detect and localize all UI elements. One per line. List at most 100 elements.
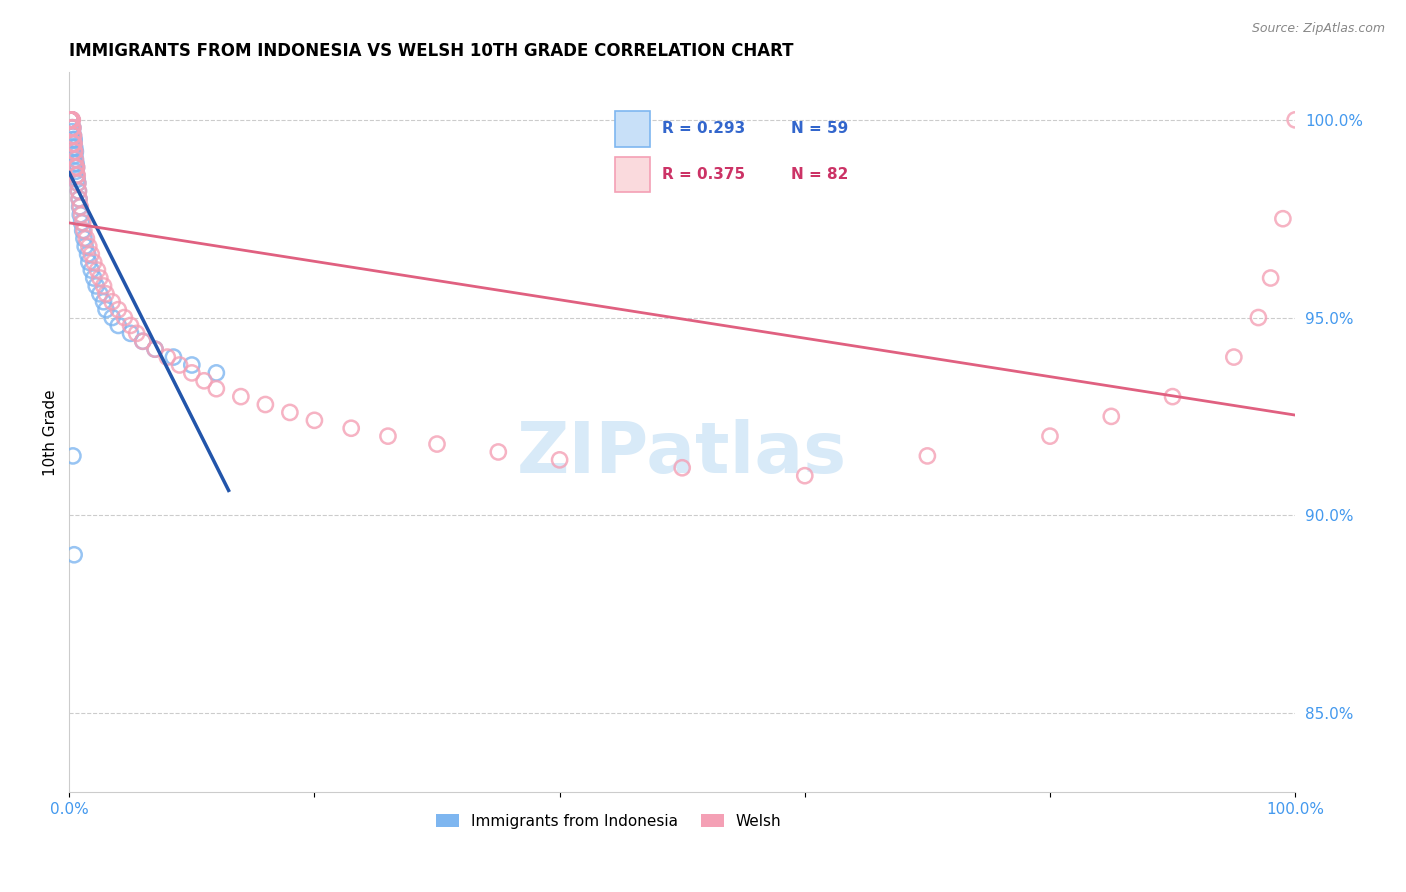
Point — [65, 156, 87, 170]
Point — [66, 168, 89, 182]
Point — [62, 449, 84, 463]
Point — [60, 112, 83, 127]
Point — [80, 263, 103, 277]
Point — [62, 136, 84, 151]
Point — [1260, 271, 1282, 285]
Point — [112, 310, 135, 325]
Point — [76, 247, 98, 261]
Point — [65, 168, 87, 182]
Point — [1161, 390, 1184, 404]
Point — [132, 334, 155, 349]
Point — [65, 161, 87, 175]
Point — [65, 153, 87, 167]
Point — [125, 326, 148, 341]
Point — [65, 161, 87, 175]
Point — [69, 200, 91, 214]
Point — [86, 263, 108, 277]
Point — [77, 239, 100, 253]
Point — [1247, 310, 1270, 325]
Point — [89, 286, 111, 301]
Point — [107, 318, 129, 333]
Point — [63, 140, 86, 154]
Point — [75, 239, 97, 253]
Point — [60, 112, 83, 127]
Point — [486, 445, 509, 459]
Point — [62, 133, 84, 147]
Point — [63, 145, 86, 159]
Point — [120, 326, 142, 341]
Point — [62, 140, 84, 154]
Point — [62, 133, 84, 147]
Point — [143, 342, 166, 356]
Point — [60, 112, 83, 127]
Point — [254, 397, 277, 411]
Point — [73, 223, 96, 237]
Point — [60, 112, 83, 127]
Point — [59, 112, 82, 127]
Point — [229, 390, 252, 404]
Point — [63, 133, 86, 147]
Point — [60, 120, 83, 135]
Point — [180, 366, 202, 380]
Point — [93, 279, 115, 293]
Point — [59, 112, 82, 127]
Point — [193, 374, 215, 388]
Point — [62, 136, 84, 151]
Point — [66, 176, 89, 190]
Point — [63, 145, 86, 159]
Point — [65, 161, 87, 175]
Point — [548, 453, 571, 467]
Point — [132, 334, 155, 349]
Point — [83, 271, 105, 285]
Point — [59, 112, 82, 127]
Point — [80, 247, 103, 261]
Point — [60, 120, 83, 135]
Point — [65, 161, 87, 175]
Point — [65, 156, 87, 170]
Point — [62, 128, 84, 143]
Legend: Immigrants from Indonesia, Welsh: Immigrants from Indonesia, Welsh — [430, 807, 787, 835]
Point — [793, 468, 815, 483]
Point — [60, 112, 83, 127]
Point — [62, 128, 84, 143]
Point — [65, 153, 87, 167]
Point — [65, 164, 87, 178]
Point — [143, 342, 166, 356]
Point — [59, 112, 82, 127]
Point — [70, 216, 93, 230]
Point — [60, 112, 83, 127]
Point — [59, 112, 82, 127]
Point — [59, 112, 82, 127]
Point — [60, 120, 83, 135]
Point — [67, 184, 90, 198]
Point — [62, 136, 84, 151]
Point — [107, 302, 129, 317]
Point — [120, 318, 142, 333]
Point — [162, 350, 184, 364]
Point — [377, 429, 399, 443]
Point — [89, 271, 111, 285]
Point — [94, 302, 117, 317]
Point — [156, 350, 179, 364]
Point — [62, 120, 84, 135]
Point — [67, 184, 90, 198]
Point — [72, 216, 94, 230]
Point — [1223, 350, 1246, 364]
Point — [1284, 112, 1306, 127]
Point — [62, 128, 84, 143]
Point — [67, 192, 90, 206]
Point — [60, 120, 83, 135]
Point — [72, 223, 94, 237]
Point — [205, 382, 228, 396]
Point — [69, 200, 91, 214]
Point — [205, 366, 228, 380]
Text: Source: ZipAtlas.com: Source: ZipAtlas.com — [1251, 22, 1385, 36]
Point — [66, 176, 89, 190]
Point — [278, 405, 301, 419]
Point — [60, 128, 83, 143]
Point — [180, 358, 202, 372]
Point — [60, 112, 83, 127]
Point — [65, 168, 87, 182]
Point — [1039, 429, 1062, 443]
Point — [59, 112, 82, 127]
